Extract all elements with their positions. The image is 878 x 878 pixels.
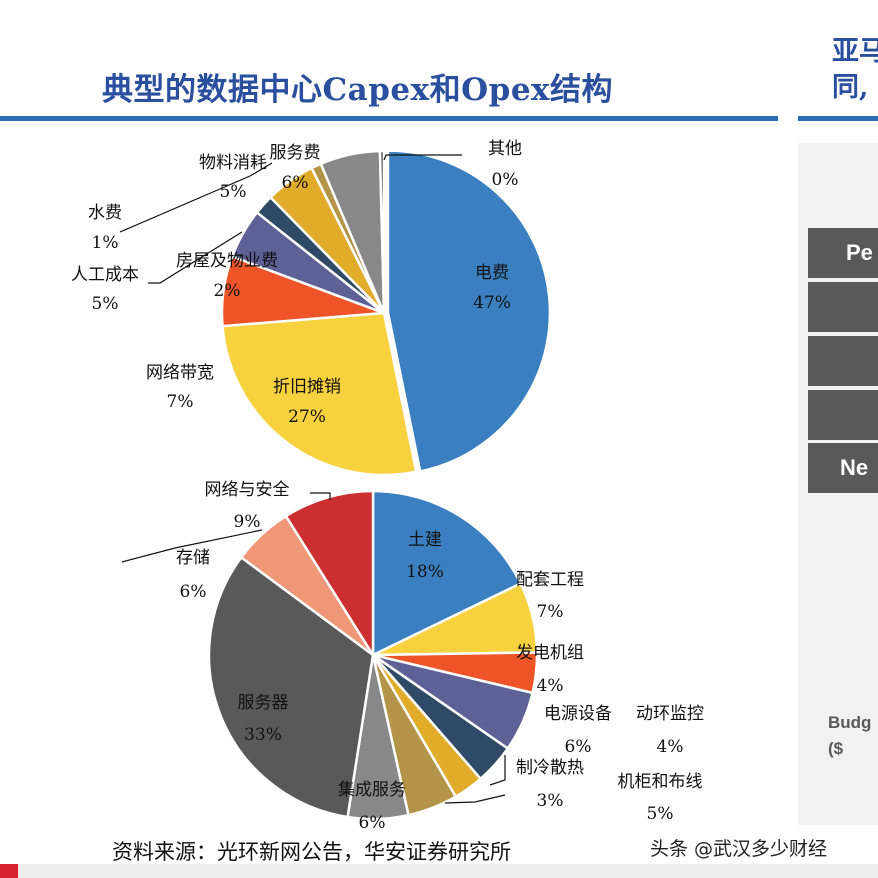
bottom-red-marker — [0, 864, 18, 878]
slice-label: 服务费 — [270, 143, 321, 163]
leader-line — [489, 755, 506, 786]
right-table-total-row: Ne — [808, 443, 878, 493]
slice-label: 配套工程 — [516, 570, 584, 590]
slice-percent-label: 7% — [537, 602, 564, 622]
slice-label: 房屋及物业费 — [176, 251, 278, 271]
bottom-bar — [0, 864, 878, 878]
leader-line — [121, 529, 263, 563]
slice-label: 网络与安全 — [205, 480, 290, 500]
pie-slice-opex-8 — [378, 149, 386, 314]
slice-label: 服务器 — [238, 693, 289, 713]
slice-percent-label: 47% — [473, 293, 511, 313]
slice-label: 其他 — [488, 139, 522, 159]
slice-percent-label: 1% — [92, 233, 119, 253]
slice-label: 存储 — [176, 548, 210, 568]
right-table-row — [808, 336, 878, 386]
slice-percent-label: 2% — [214, 281, 241, 301]
slice-percent-label: 33% — [244, 725, 282, 745]
slice-label: 土建 — [408, 530, 442, 550]
pie-slice-capex-8 — [207, 555, 375, 819]
slice-percent-label: 18% — [406, 562, 444, 582]
opex-pie — [220, 149, 552, 477]
right-title-divider — [798, 116, 878, 121]
slice-percent-label: 9% — [234, 512, 261, 532]
source-note: 资料来源：光环新网公告，华安证券研究所 — [112, 840, 511, 864]
title-divider — [0, 116, 778, 121]
capex-pie — [207, 489, 539, 821]
page-title: 典型的数据中心Capex和Opex结构 — [102, 72, 614, 108]
pie-slice-opex-1 — [221, 311, 418, 477]
slice-percent-label: 6% — [359, 813, 386, 833]
slice-percent-label: 7% — [167, 392, 194, 412]
right-table-row — [808, 390, 878, 440]
slice-percent-label: 4% — [537, 676, 564, 696]
leader-line — [119, 162, 273, 233]
right-table-row — [808, 282, 878, 332]
slice-label: 发电机组 — [516, 643, 584, 663]
slice-label: 制冷散热 — [516, 758, 584, 778]
leader-line — [148, 231, 243, 284]
pie-slice-opex-0 — [386, 149, 552, 473]
leader-line — [310, 492, 331, 500]
slice-percent-label: 3% — [537, 791, 564, 811]
right-table-header: Pe — [808, 228, 878, 278]
right-budget-label: Budg ($ — [828, 713, 872, 758]
pie-slice-capex-10 — [284, 489, 375, 660]
pie-slice-capex-0 — [371, 489, 523, 657]
pie-labels: 电费 47% 折旧摊销 27% 网络带宽 7% 人工成本 5% 房屋及物业费 2% 物料消耗 5% 水费… — [71, 139, 704, 833]
slice-percent-label: 5% — [647, 804, 674, 824]
right-page-title: 亚马 同, — [832, 36, 878, 103]
leader-line — [383, 154, 462, 161]
slice-percent-label: 6% — [180, 582, 207, 602]
slice-percent-label: 6% — [282, 173, 309, 193]
slice-label: 人工成本 — [71, 265, 139, 285]
slice-label: 网络带宽 — [146, 363, 214, 383]
slice-label: 水费 — [88, 203, 122, 223]
slice-label: 动环监控 — [636, 704, 704, 724]
slice-label: 机柜和布线 — [618, 772, 703, 792]
slice-percent-label: 6% — [565, 737, 592, 757]
slice-percent-label: 5% — [92, 294, 119, 314]
slice-label: 集成服务 — [338, 780, 406, 800]
slice-percent-label: 5% — [220, 182, 247, 202]
leader-line — [444, 794, 506, 804]
slice-label: 电费 — [475, 263, 509, 283]
slice-percent-label: 0% — [492, 170, 519, 190]
watermark: 头条 @武汉多少财经 — [650, 838, 828, 860]
slice-label: 电源设备 — [544, 704, 612, 724]
slice-label: 物料消耗 — [199, 153, 267, 173]
slice-percent-label: 27% — [288, 407, 326, 427]
slice-percent-label: 4% — [657, 737, 684, 757]
slice-label: 折旧摊销 — [273, 377, 341, 397]
